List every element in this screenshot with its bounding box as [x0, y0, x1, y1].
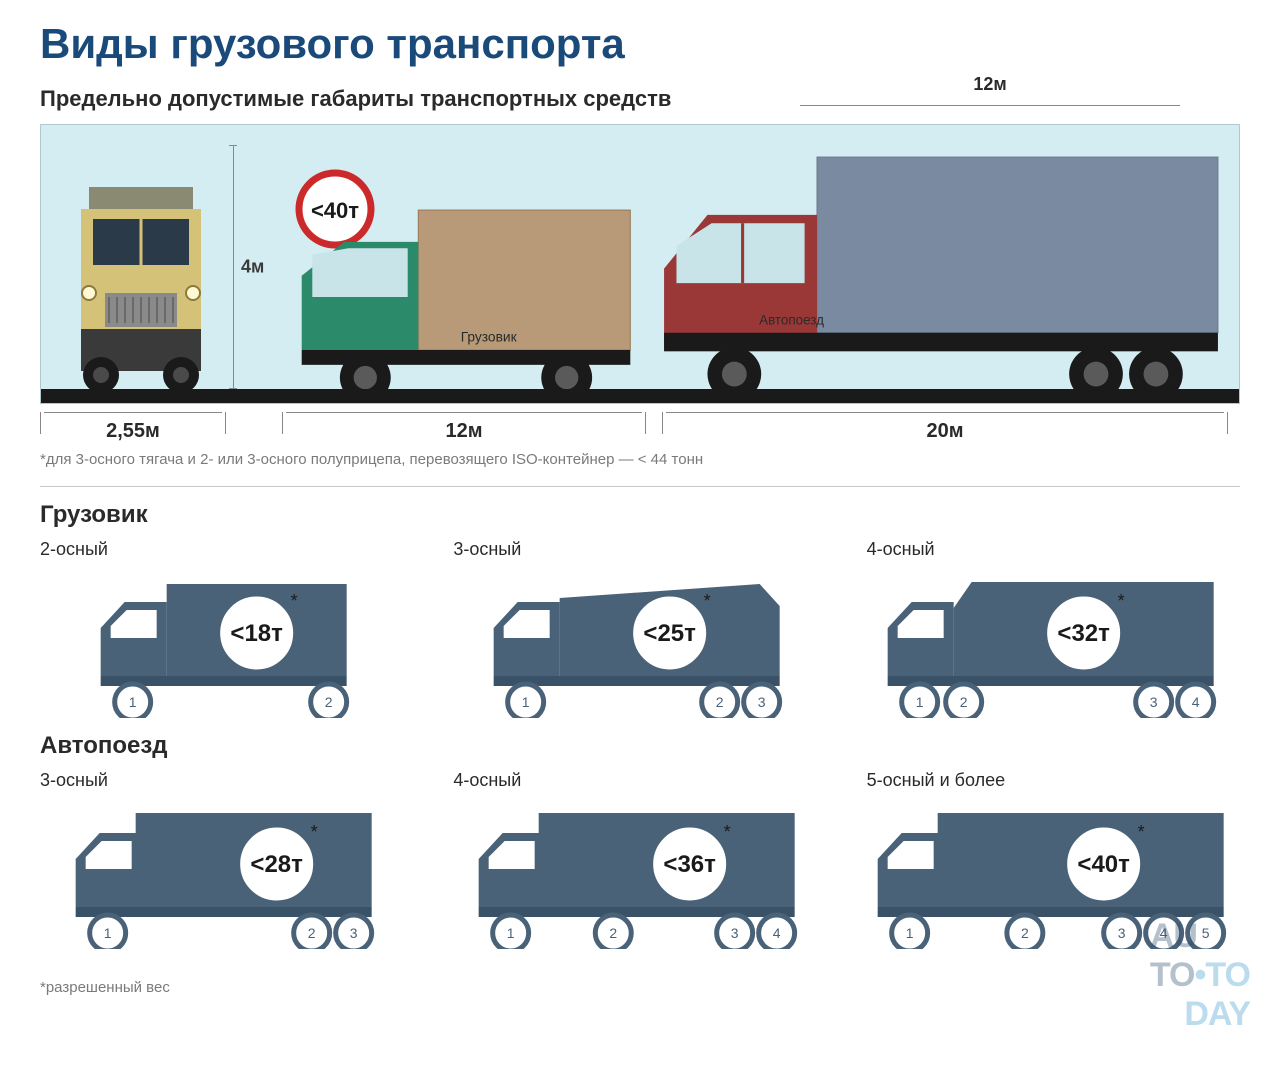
svg-text:2: 2: [959, 694, 967, 710]
svg-text:1: 1: [129, 694, 137, 710]
svg-text:4: 4: [1191, 694, 1199, 710]
watermark: AU TO•TO DAY: [1150, 917, 1250, 1034]
axle-label: 4-осный: [453, 770, 826, 791]
svg-text:*: *: [291, 591, 298, 611]
svg-text:2: 2: [1021, 925, 1029, 941]
svg-text:3: 3: [1149, 694, 1157, 710]
svg-text:*: *: [1117, 591, 1124, 611]
svg-text:<18т: <18т: [230, 620, 283, 647]
section-heading-truck: Грузовик: [40, 501, 1240, 529]
footnote-weight: *разрешенный вес: [40, 979, 1240, 996]
svg-text:1: 1: [522, 694, 530, 710]
svg-text:1: 1: [915, 694, 923, 710]
svg-text:<36т: <36т: [664, 851, 717, 878]
svg-text:<32т: <32т: [1057, 620, 1110, 647]
dimension-labels: 2,55м 12м 20м: [40, 412, 1240, 443]
page-title: Виды грузового транспорта: [40, 20, 1240, 68]
svg-text:*: *: [724, 822, 731, 842]
svg-text:<28т: <28т: [250, 851, 303, 878]
truck-row-2: 3-осный <28т * 1 2 3 4-осный <36т * 1 2 …: [40, 770, 1240, 949]
axle-label: 3-осный: [40, 770, 413, 791]
svg-text:3: 3: [731, 925, 739, 941]
box-truck-icon: Грузовик: [291, 191, 641, 403]
divider: [40, 486, 1240, 487]
trailer-top-dim: 12м: [800, 96, 1180, 117]
svg-text:3: 3: [758, 694, 766, 710]
svg-text:1: 1: [104, 925, 112, 941]
footnote-iso: *для 3-осного тягача и 2- или 3-осного п…: [40, 451, 1240, 468]
svg-text:*: *: [1137, 822, 1144, 842]
truck-silhouette: <18т * 1 2: [40, 568, 413, 718]
axle-label: 3-осный: [453, 539, 826, 560]
truck-silhouette: <32т * 1 2 3 4: [867, 568, 1240, 718]
svg-text:2: 2: [308, 925, 316, 941]
svg-text:*: *: [311, 822, 318, 842]
svg-text:2: 2: [610, 925, 618, 941]
dimension-diagram: 4м <40т Грузовик Автопоезд: [40, 124, 1240, 404]
truck-silhouette: <28т * 1 2 3: [40, 799, 413, 949]
axle-label: 2-осный: [40, 539, 413, 560]
truck-front-icon: [71, 167, 211, 403]
svg-text:3: 3: [1117, 925, 1125, 941]
axle-label: 5-осный и более: [867, 770, 1240, 791]
svg-text:Грузовик: Грузовик: [461, 330, 518, 345]
semi-truck-icon: Автопоезд: [661, 155, 1221, 403]
svg-text:2: 2: [716, 694, 724, 710]
svg-text:4: 4: [773, 925, 781, 941]
height-dim: 4м: [233, 145, 273, 389]
svg-text:*: *: [704, 591, 711, 611]
svg-text:1: 1: [905, 925, 913, 941]
svg-text:Автопоезд: Автопоезд: [759, 312, 824, 327]
axle-label: 4-осный: [867, 539, 1240, 560]
svg-text:<40т: <40т: [1077, 851, 1130, 878]
svg-text:2: 2: [325, 694, 333, 710]
truck-row-1: 2-осный <18т * 1 2 3-осный <25т * 1 2 3 …: [40, 539, 1240, 718]
section-heading-roadtrain: Автопоезд: [40, 732, 1240, 760]
truck-silhouette: <25т * 1 2 3: [453, 568, 826, 718]
svg-text:1: 1: [507, 925, 515, 941]
svg-text:3: 3: [350, 925, 358, 941]
truck-silhouette: <36т * 1 2 3 4: [453, 799, 826, 949]
svg-text:<25т: <25т: [644, 620, 697, 647]
